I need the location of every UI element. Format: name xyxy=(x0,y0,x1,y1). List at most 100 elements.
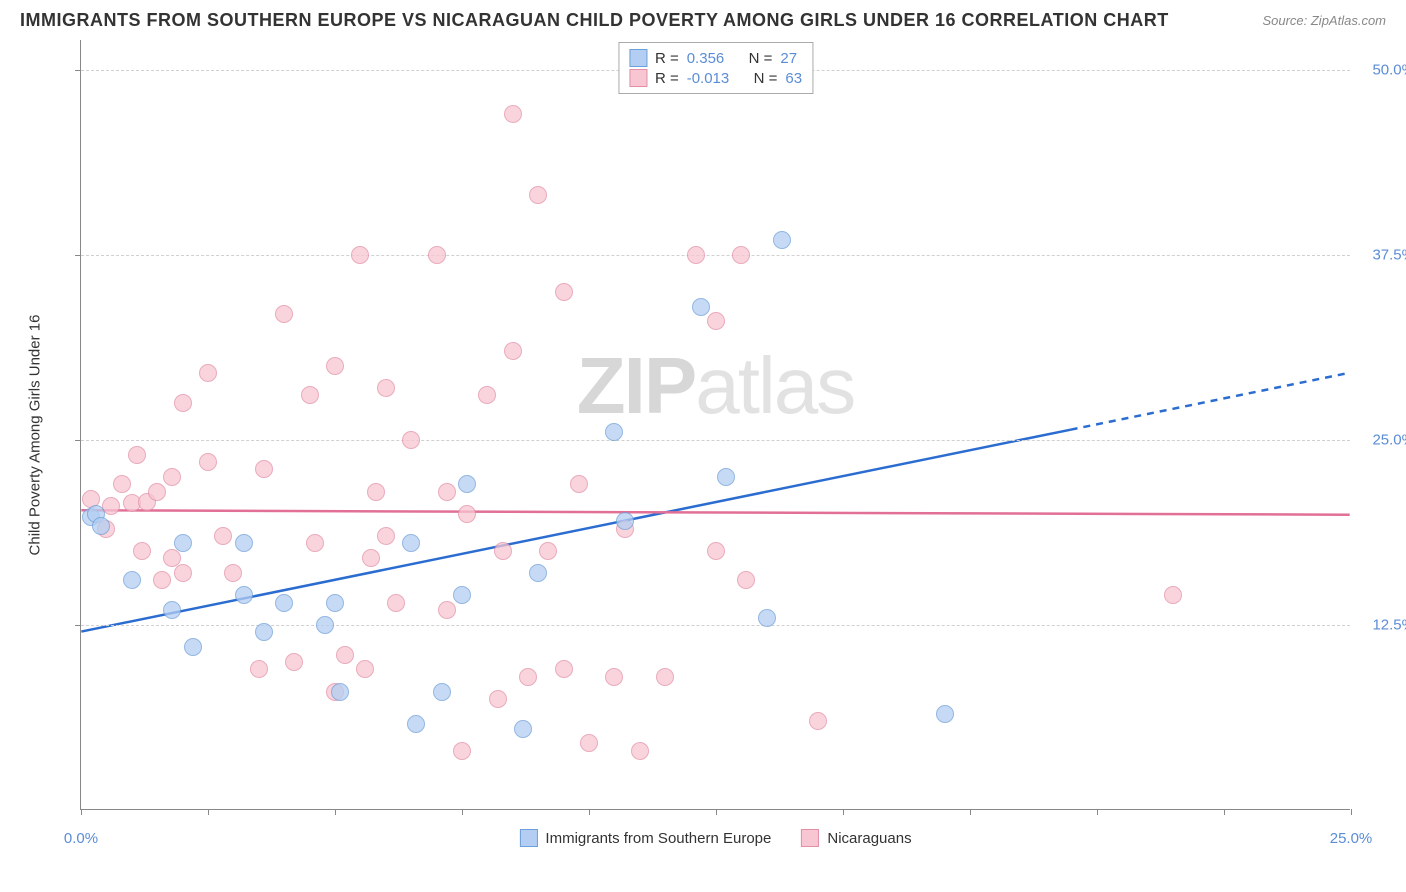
data-point xyxy=(362,549,380,567)
data-point xyxy=(539,542,557,560)
series-label: Nicaraguans xyxy=(827,830,911,847)
data-point xyxy=(113,475,131,493)
data-point xyxy=(326,357,344,375)
data-point xyxy=(478,386,496,404)
data-point xyxy=(184,638,202,656)
data-point xyxy=(148,483,166,501)
data-point xyxy=(367,483,385,501)
data-point xyxy=(128,446,146,464)
data-point xyxy=(316,616,334,634)
data-point xyxy=(306,534,324,552)
r-value: 0.356 xyxy=(687,50,725,67)
y-tick-label: 37.5% xyxy=(1355,246,1406,263)
data-point xyxy=(163,468,181,486)
x-tick-label: 0.0% xyxy=(64,830,98,847)
data-point xyxy=(174,534,192,552)
plot-area: ZIPatlas R = 0.356 N = 27 R = -0.013 N = … xyxy=(80,40,1350,810)
data-point xyxy=(616,512,634,530)
data-point xyxy=(707,542,725,560)
legend-stat-row: R = 0.356 N = 27 xyxy=(629,49,802,67)
data-point xyxy=(555,660,573,678)
gridline xyxy=(81,440,1350,441)
data-point xyxy=(235,534,253,552)
data-point xyxy=(707,312,725,330)
data-point xyxy=(656,668,674,686)
data-point xyxy=(580,734,598,752)
data-point xyxy=(199,453,217,471)
data-point xyxy=(331,683,349,701)
y-tick-label: 25.0% xyxy=(1355,431,1406,448)
legend-stat-row: R = -0.013 N = 63 xyxy=(629,69,802,87)
gridline xyxy=(81,255,1350,256)
watermark: ZIPatlas xyxy=(577,340,854,432)
correlation-legend: R = 0.356 N = 27 R = -0.013 N = 63 xyxy=(618,42,813,94)
data-point xyxy=(453,586,471,604)
y-axis-label: Child Poverty Among Girls Under 16 xyxy=(27,315,44,556)
data-point xyxy=(407,715,425,733)
data-point xyxy=(687,246,705,264)
data-point xyxy=(692,298,710,316)
data-point xyxy=(387,594,405,612)
data-point xyxy=(123,571,141,589)
legend-swatch xyxy=(519,829,537,847)
data-point xyxy=(402,534,420,552)
data-point xyxy=(631,742,649,760)
data-point xyxy=(453,742,471,760)
trend-lines xyxy=(81,40,1350,809)
data-point xyxy=(458,505,476,523)
r-value: -0.013 xyxy=(687,70,730,87)
data-point xyxy=(737,571,755,589)
data-point xyxy=(133,542,151,560)
data-point xyxy=(199,364,217,382)
data-point xyxy=(356,660,374,678)
data-point xyxy=(529,564,547,582)
data-point xyxy=(438,483,456,501)
data-point xyxy=(504,105,522,123)
data-point xyxy=(351,246,369,264)
data-point xyxy=(428,246,446,264)
source-label: Source: ZipAtlas.com xyxy=(1262,13,1386,28)
data-point xyxy=(285,653,303,671)
data-point xyxy=(936,705,954,723)
data-point xyxy=(275,305,293,323)
data-point xyxy=(438,601,456,619)
y-tick-label: 12.5% xyxy=(1355,616,1406,633)
data-point xyxy=(326,594,344,612)
data-point xyxy=(163,601,181,619)
n-value: 27 xyxy=(780,50,797,67)
series-legend: Immigrants from Southern Europe Nicaragua… xyxy=(519,829,911,847)
data-point xyxy=(377,527,395,545)
data-point xyxy=(433,683,451,701)
chart-title: IMMIGRANTS FROM SOUTHERN EUROPE VS NICAR… xyxy=(20,10,1169,31)
data-point xyxy=(377,379,395,397)
data-point xyxy=(494,542,512,560)
data-point xyxy=(458,475,476,493)
data-point xyxy=(255,460,273,478)
legend-item: Nicaraguans xyxy=(801,829,911,847)
data-point xyxy=(514,720,532,738)
data-point xyxy=(758,609,776,627)
data-point xyxy=(174,394,192,412)
data-point xyxy=(336,646,354,664)
legend-item: Immigrants from Southern Europe xyxy=(519,829,771,847)
data-point xyxy=(555,283,573,301)
data-point xyxy=(519,668,537,686)
data-point xyxy=(224,564,242,582)
data-point xyxy=(402,431,420,449)
chart-container: Child Poverty Among Girls Under 16 ZIPat… xyxy=(50,40,1360,830)
data-point xyxy=(174,564,192,582)
n-value: 63 xyxy=(785,70,802,87)
data-point xyxy=(504,342,522,360)
data-point xyxy=(92,517,110,535)
legend-swatch xyxy=(629,69,647,87)
data-point xyxy=(717,468,735,486)
data-point xyxy=(275,594,293,612)
data-point xyxy=(605,423,623,441)
data-point xyxy=(301,386,319,404)
data-point xyxy=(250,660,268,678)
series-label: Immigrants from Southern Europe xyxy=(545,830,771,847)
y-tick-label: 50.0% xyxy=(1355,61,1406,78)
data-point xyxy=(529,186,547,204)
data-point xyxy=(570,475,588,493)
data-point xyxy=(255,623,273,641)
